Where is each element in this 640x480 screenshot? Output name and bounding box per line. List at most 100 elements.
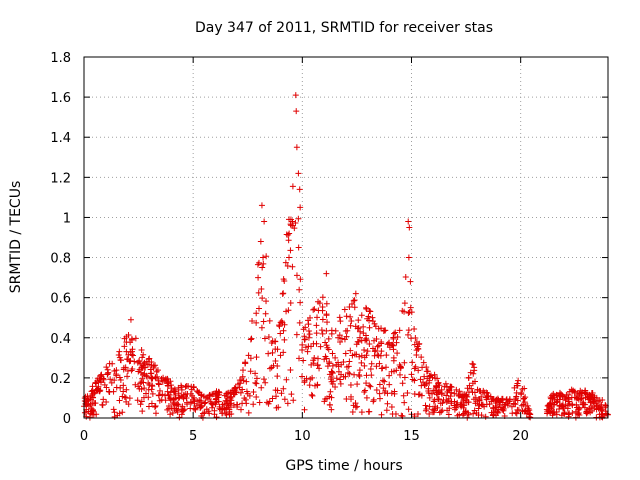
y-tick-label: 0	[63, 412, 71, 427]
data-point	[565, 391, 572, 398]
data-point	[285, 231, 292, 238]
data-point	[144, 373, 151, 380]
data-point	[378, 411, 385, 418]
data-point	[374, 343, 381, 350]
data-point	[377, 352, 384, 359]
data-point	[116, 397, 123, 404]
y-tick-label: 1.4	[50, 131, 71, 146]
data-point	[152, 403, 159, 410]
data-point	[546, 404, 553, 411]
data-point	[328, 406, 335, 413]
data-point	[394, 350, 401, 357]
data-point	[323, 342, 330, 349]
data-point	[81, 409, 88, 416]
data-point	[107, 376, 114, 383]
data-point	[346, 358, 353, 365]
data-point	[258, 286, 265, 293]
data-point	[123, 398, 130, 405]
data-point	[574, 404, 581, 411]
data-point	[140, 371, 147, 378]
data-point	[287, 299, 294, 306]
data-point	[451, 390, 458, 397]
data-point	[478, 412, 485, 419]
data-point	[287, 222, 294, 229]
data-point	[566, 400, 573, 407]
data-point	[429, 390, 436, 397]
data-point	[296, 186, 303, 193]
data-point	[311, 306, 318, 313]
data-point	[409, 359, 416, 366]
data-point	[287, 247, 294, 254]
data-point	[459, 412, 466, 419]
data-point	[296, 355, 303, 362]
data-point	[336, 314, 343, 321]
data-point	[550, 401, 557, 408]
data-point	[361, 389, 368, 396]
data-point	[469, 380, 476, 387]
data-point	[278, 318, 285, 325]
data-point	[116, 410, 123, 417]
data-point	[253, 319, 260, 326]
data-point	[176, 394, 183, 401]
data-point	[336, 332, 343, 339]
data-point	[388, 368, 395, 375]
data-point	[145, 386, 152, 393]
data-point	[419, 379, 426, 386]
data-point	[246, 392, 253, 399]
data-point	[401, 300, 408, 307]
data-point	[364, 348, 371, 355]
data-point	[280, 349, 287, 356]
data-point	[378, 325, 385, 332]
data-point	[155, 392, 162, 399]
data-point	[137, 401, 144, 408]
data-point	[401, 374, 408, 381]
data-point	[120, 382, 127, 389]
data-point	[341, 306, 348, 313]
data-point	[519, 385, 526, 392]
data-point	[162, 392, 169, 399]
data-point	[384, 341, 391, 348]
data-point	[370, 396, 377, 403]
data-point	[185, 383, 192, 390]
data-point	[173, 405, 180, 412]
data-point	[250, 401, 257, 408]
data-point	[369, 318, 376, 325]
data-point	[332, 354, 339, 361]
data-point	[381, 389, 388, 396]
data-point	[322, 339, 329, 346]
data-point	[504, 402, 511, 409]
data-point	[231, 385, 238, 392]
data-point	[371, 320, 378, 327]
data-point	[125, 356, 132, 363]
data-point	[178, 386, 185, 393]
data-point	[94, 386, 101, 393]
data-point	[329, 369, 336, 376]
data-point	[138, 398, 145, 405]
data-point	[228, 389, 235, 396]
data-point	[317, 343, 324, 350]
data-point	[100, 375, 107, 382]
data-point	[581, 404, 588, 411]
data-point	[121, 343, 128, 350]
plot-frame	[83, 56, 609, 419]
data-point	[258, 202, 265, 209]
data-point	[250, 389, 257, 396]
data-point	[139, 408, 146, 415]
data-point	[338, 361, 345, 368]
data-point	[184, 401, 191, 408]
data-point	[145, 403, 152, 410]
data-point	[469, 360, 476, 367]
data-point	[260, 318, 267, 325]
data-point	[238, 377, 245, 384]
data-point	[140, 379, 147, 386]
data-point	[265, 350, 272, 357]
data-point	[426, 377, 433, 384]
data-point	[355, 324, 362, 331]
data-point	[457, 402, 464, 409]
x-tick-label: 10	[294, 429, 311, 444]
data-point	[514, 397, 521, 404]
data-point	[448, 384, 455, 391]
data-point	[273, 393, 280, 400]
data-point	[234, 404, 241, 411]
data-point	[335, 359, 342, 366]
